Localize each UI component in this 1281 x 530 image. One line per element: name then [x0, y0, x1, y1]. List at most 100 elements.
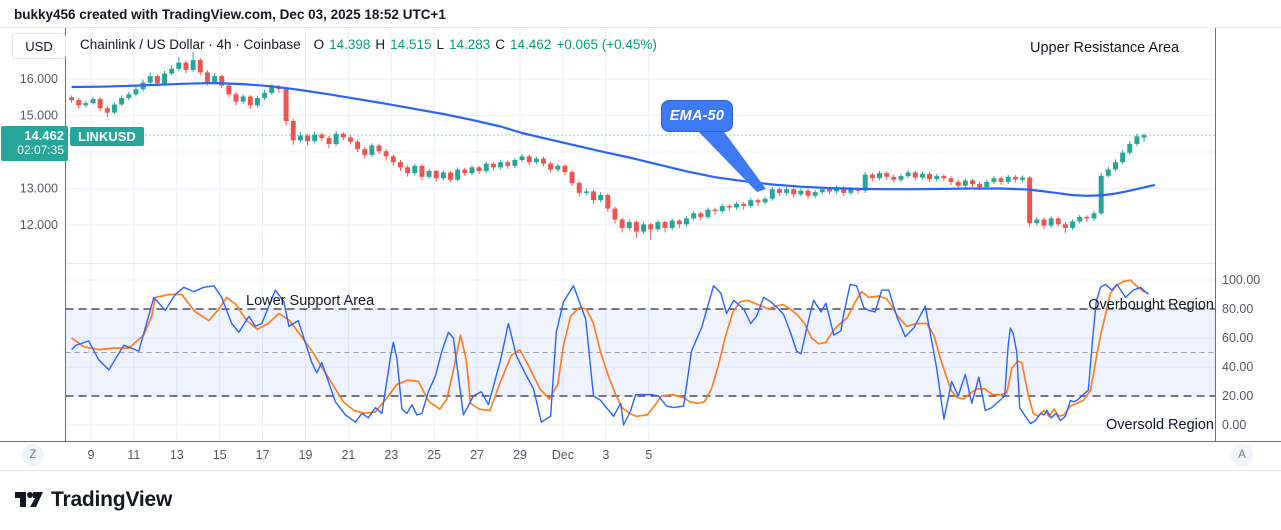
candle-body[interactable] [476, 167, 482, 171]
ema-50-line[interactable] [71, 81, 1156, 197]
candle-body[interactable] [898, 176, 904, 180]
candle-body[interactable] [948, 178, 954, 182]
candle-body[interactable] [719, 206, 725, 212]
candle-body[interactable] [769, 189, 775, 199]
candle-body[interactable] [755, 200, 761, 203]
candle-body[interactable] [1105, 169, 1111, 176]
candle-body[interactable] [419, 165, 425, 177]
candle-body[interactable] [448, 172, 453, 180]
candle-body[interactable] [1012, 176, 1018, 180]
candle-body[interactable] [612, 208, 618, 220]
candle-body[interactable] [405, 167, 411, 174]
candle-body[interactable] [591, 191, 596, 201]
ema-50-callout[interactable]: EMA-50 [661, 100, 733, 132]
candle-body[interactable] [912, 172, 918, 178]
candle-body[interactable] [698, 213, 704, 217]
candle-body[interactable] [812, 192, 818, 196]
scroll-left-button[interactable]: Z [22, 444, 44, 466]
candle-body[interactable] [240, 96, 246, 102]
candle-body[interactable] [791, 189, 797, 195]
candle-body[interactable] [569, 172, 575, 184]
annotation-upper-resistance[interactable]: Upper Resistance Area [1030, 40, 1180, 56]
candle-body[interactable] [848, 189, 854, 193]
candle-body[interactable] [1127, 143, 1133, 153]
candle-body[interactable] [219, 76, 225, 86]
candle-body[interactable] [633, 222, 639, 232]
candle-body[interactable] [212, 76, 218, 82]
candle-body[interactable] [927, 173, 933, 180]
candle-body[interactable] [340, 133, 346, 138]
candle-body[interactable] [884, 173, 890, 177]
candle-body[interactable] [490, 163, 496, 168]
candle-body[interactable] [197, 60, 203, 73]
candle-body[interactable] [162, 73, 167, 84]
candle-body[interactable] [784, 189, 790, 193]
candle-body[interactable] [955, 181, 961, 186]
candle-body[interactable] [576, 183, 582, 193]
candle-body[interactable] [834, 187, 840, 192]
candle-body[interactable] [69, 97, 75, 101]
candle-body[interactable] [233, 94, 239, 102]
candle-body[interactable] [562, 165, 568, 173]
stoch-k-line[interactable] [71, 283, 1149, 426]
time-axis[interactable]: 9 11 13 15 17 19 21 23 25 27 29 Dec 3 5 [88, 448, 653, 462]
stoch-axis[interactable]: 100.00 80.00 60.00 40.00 20.00 0.00 [1222, 273, 1260, 432]
candle-body[interactable] [998, 178, 1004, 182]
candle-body[interactable] [440, 172, 446, 179]
candle-body[interactable] [1034, 219, 1040, 224]
candle-body[interactable] [333, 133, 339, 144]
legend-symbol[interactable]: Chainlink / US Dollar · 4h · Coinbase [80, 37, 301, 52]
candle-body[interactable] [919, 173, 925, 178]
annotation-overbought[interactable]: Overbought Region [1088, 297, 1214, 313]
candle-body[interactable] [1020, 177, 1025, 180]
candle-body[interactable] [505, 162, 511, 166]
candle-body[interactable] [776, 189, 782, 193]
candle-body[interactable] [1141, 135, 1147, 138]
candle-body[interactable] [970, 180, 975, 185]
candle-body[interactable] [934, 176, 940, 180]
candle-body[interactable] [1005, 176, 1011, 182]
candle-body[interactable] [819, 189, 825, 193]
candle-body[interactable] [977, 184, 983, 188]
candle-body[interactable] [147, 76, 153, 83]
candles[interactable] [69, 51, 1147, 240]
candle-body[interactable] [798, 190, 804, 195]
candle-body[interactable] [312, 134, 318, 142]
candle-body[interactable] [941, 176, 947, 179]
candle-body[interactable] [762, 198, 768, 203]
candle-body[interactable] [748, 200, 754, 207]
candle-body[interactable] [433, 170, 439, 179]
candle-body[interactable] [355, 141, 361, 150]
candle-body[interactable] [877, 173, 882, 179]
candle-body[interactable] [512, 160, 518, 166]
candle-body[interactable] [383, 151, 389, 157]
candle-body[interactable] [462, 169, 468, 174]
candle-body[interactable] [548, 163, 554, 170]
candle-body[interactable] [154, 76, 160, 84]
candle-body[interactable] [104, 108, 110, 113]
candle-body[interactable] [390, 156, 396, 163]
candle-body[interactable] [305, 135, 310, 142]
candle-body[interactable] [326, 138, 332, 144]
candle-body[interactable] [712, 209, 718, 212]
candle-body[interactable] [119, 97, 125, 105]
candle-body[interactable] [262, 92, 268, 98]
candle-body[interactable] [541, 158, 546, 164]
candle-body[interactable] [97, 99, 103, 109]
candle-body[interactable] [247, 96, 253, 106]
candle-body[interactable] [169, 68, 175, 74]
candle-body[interactable] [533, 158, 539, 163]
candle-body[interactable] [1084, 216, 1090, 219]
candle-body[interactable] [1070, 221, 1076, 228]
candle-body[interactable] [662, 222, 668, 228]
candle-body[interactable] [426, 170, 432, 177]
candle-body[interactable] [369, 145, 375, 155]
candle-body[interactable] [483, 163, 489, 171]
candle-body[interactable] [412, 165, 418, 174]
candle-body[interactable] [962, 180, 968, 186]
candle-body[interactable] [226, 85, 232, 95]
candle-body[interactable] [641, 224, 647, 232]
candle-body[interactable] [83, 103, 89, 106]
candle-body[interactable] [741, 203, 747, 207]
